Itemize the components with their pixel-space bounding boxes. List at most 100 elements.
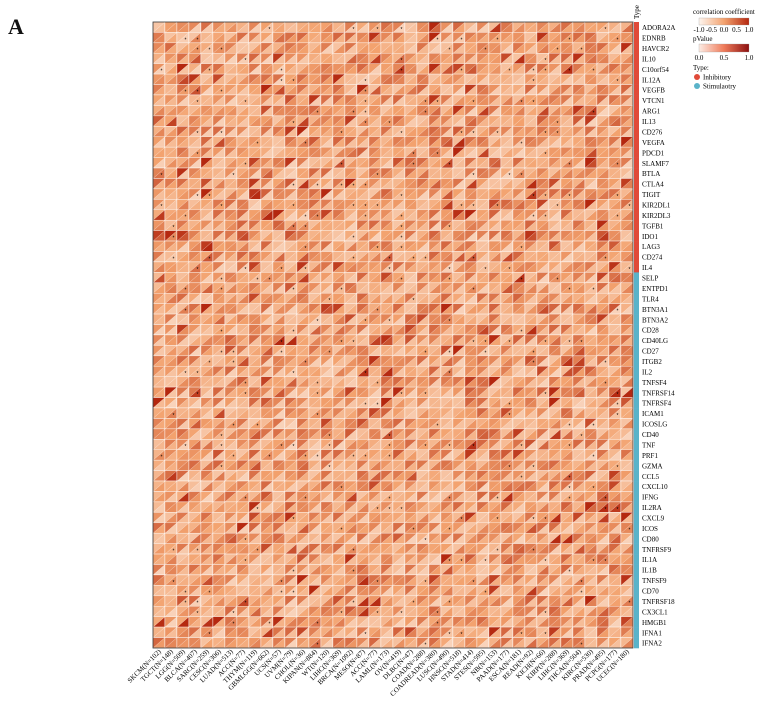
- cell-tri-4-13: [308, 63, 322, 75]
- significance-mark: *: [364, 204, 366, 210]
- significance-mark: *: [196, 152, 198, 158]
- cell-tri-14-35: [572, 167, 586, 179]
- cell-tri-9-20: [392, 115, 406, 127]
- cell-tri-16-25: [452, 188, 466, 200]
- cell-tri-5-26: [464, 74, 478, 85]
- cell-tri-5-11: [284, 74, 298, 85]
- cell-tri-17-8: [248, 199, 262, 211]
- cell-tri-14-24: [440, 167, 454, 179]
- significance-mark: *: [568, 37, 570, 43]
- cell-tri-6-12: [296, 84, 310, 96]
- significance-mark: *: [400, 236, 402, 242]
- significance-mark: *: [520, 277, 522, 283]
- cell-tri-15-8: [248, 178, 262, 190]
- cell-tri-16-6: [224, 188, 238, 200]
- cell-tri-2-21: [404, 42, 418, 54]
- significance-mark: *: [448, 350, 450, 356]
- cell-tri-11-39: [620, 136, 634, 148]
- cell-tri-7-17: [356, 94, 370, 106]
- cell-tri-4-6: [224, 63, 238, 75]
- significance-mark: *: [448, 277, 450, 283]
- cell-tri-6-34: [560, 84, 574, 96]
- cell-tri-12-26: [464, 147, 478, 158]
- significance-mark: *: [520, 246, 522, 252]
- cell-tri-16-27: [476, 188, 490, 200]
- cell-tri-15-22: [416, 178, 430, 190]
- cell-tri-10-1: [164, 126, 178, 138]
- cell-tri-15-19: [380, 178, 394, 190]
- cell-tri-10-33: [548, 126, 562, 138]
- cell-tri-11-1: [164, 136, 178, 148]
- cell-tri-12-31: [524, 147, 538, 158]
- cell-tri-11-21: [404, 136, 418, 148]
- significance-mark: *: [496, 131, 498, 137]
- cell-tri-9-21: [404, 115, 418, 127]
- cell-tri-7-7: [236, 94, 250, 106]
- cell-tri-13-16: [344, 157, 358, 169]
- cell-tri-7-5: [212, 94, 226, 106]
- cell-tri-1-37: [596, 32, 610, 44]
- significance-mark: *: [460, 69, 462, 75]
- cell-tri-11-27: [476, 136, 490, 148]
- cell-tri-1-27: [476, 32, 490, 44]
- cell-tri-3-10: [272, 53, 286, 65]
- cell-tri-6-4: [200, 84, 214, 96]
- significance-mark: *: [232, 350, 234, 356]
- significance-mark: *: [520, 329, 522, 335]
- cell-tri-1-38: [608, 32, 622, 44]
- significance-mark: *: [508, 173, 510, 179]
- significance-mark: *: [280, 69, 282, 75]
- cell-tri-12-6: [224, 147, 238, 158]
- cell-tri-17-1: [164, 199, 178, 211]
- cell-tri-7-25: [452, 94, 466, 106]
- cell-tri-6-13: [308, 84, 322, 96]
- cell-tri-3-28: [488, 53, 502, 65]
- cell-tri-10-39: [620, 126, 634, 138]
- cell-tri-8-3: [188, 105, 202, 117]
- cell-tri-17-25: [452, 199, 466, 211]
- cell-tri-9-28: [488, 115, 502, 127]
- significance-mark: *: [544, 58, 546, 64]
- significance-mark: *: [196, 194, 198, 200]
- significance-mark: *: [568, 69, 570, 75]
- significance-mark: *: [184, 309, 186, 315]
- significance-mark: *: [196, 267, 198, 273]
- significance-mark: *: [580, 340, 582, 346]
- cell-tri-11-14: [320, 136, 334, 148]
- significance-mark: *: [292, 121, 294, 127]
- cell-tri-12-22: [416, 147, 430, 158]
- cell-tri-8-1: [164, 105, 178, 117]
- cell-tri-13-36: [584, 157, 598, 169]
- cell-tri-12-28: [488, 147, 502, 158]
- cell-tri-5-7: [236, 74, 250, 85]
- significance-mark: *: [556, 204, 558, 210]
- cell-tri-14-2: [176, 167, 190, 179]
- cell-tri-8-14: [320, 105, 334, 117]
- cell-tri-7-39: [620, 94, 634, 106]
- cell-tri-17-28: [488, 199, 502, 211]
- cell-tri-1-11: [284, 32, 298, 44]
- cell-tri-12-8: [248, 147, 262, 158]
- cell-tri-2-35: [572, 42, 586, 54]
- significance-mark: *: [556, 131, 558, 137]
- significance-mark: *: [400, 194, 402, 200]
- cell-tri-15-9: [260, 178, 274, 190]
- cell-tri-3-15: [332, 53, 346, 65]
- cell-tri-13-26: [464, 157, 478, 169]
- cell-tri-17-18: [368, 199, 382, 211]
- significance-mark: *: [556, 48, 558, 54]
- cell-tri-13-9: [260, 157, 274, 169]
- cell-tri-6-17: [356, 84, 370, 96]
- cell-tri-15-35: [572, 178, 586, 190]
- cell-tri-17-22: [416, 199, 430, 211]
- significance-mark: *: [292, 225, 294, 231]
- cell-tri-10-26: [464, 126, 478, 138]
- significance-mark: *: [520, 100, 522, 106]
- significance-mark: *: [424, 350, 426, 356]
- significance-mark: *: [364, 121, 366, 127]
- cell-tri-7-6: [224, 94, 238, 106]
- significance-mark: *: [400, 131, 402, 137]
- cell-tri-2-18: [368, 42, 382, 54]
- cell-tri-11-23: [428, 136, 442, 148]
- cell-tri-10-29: [500, 126, 514, 138]
